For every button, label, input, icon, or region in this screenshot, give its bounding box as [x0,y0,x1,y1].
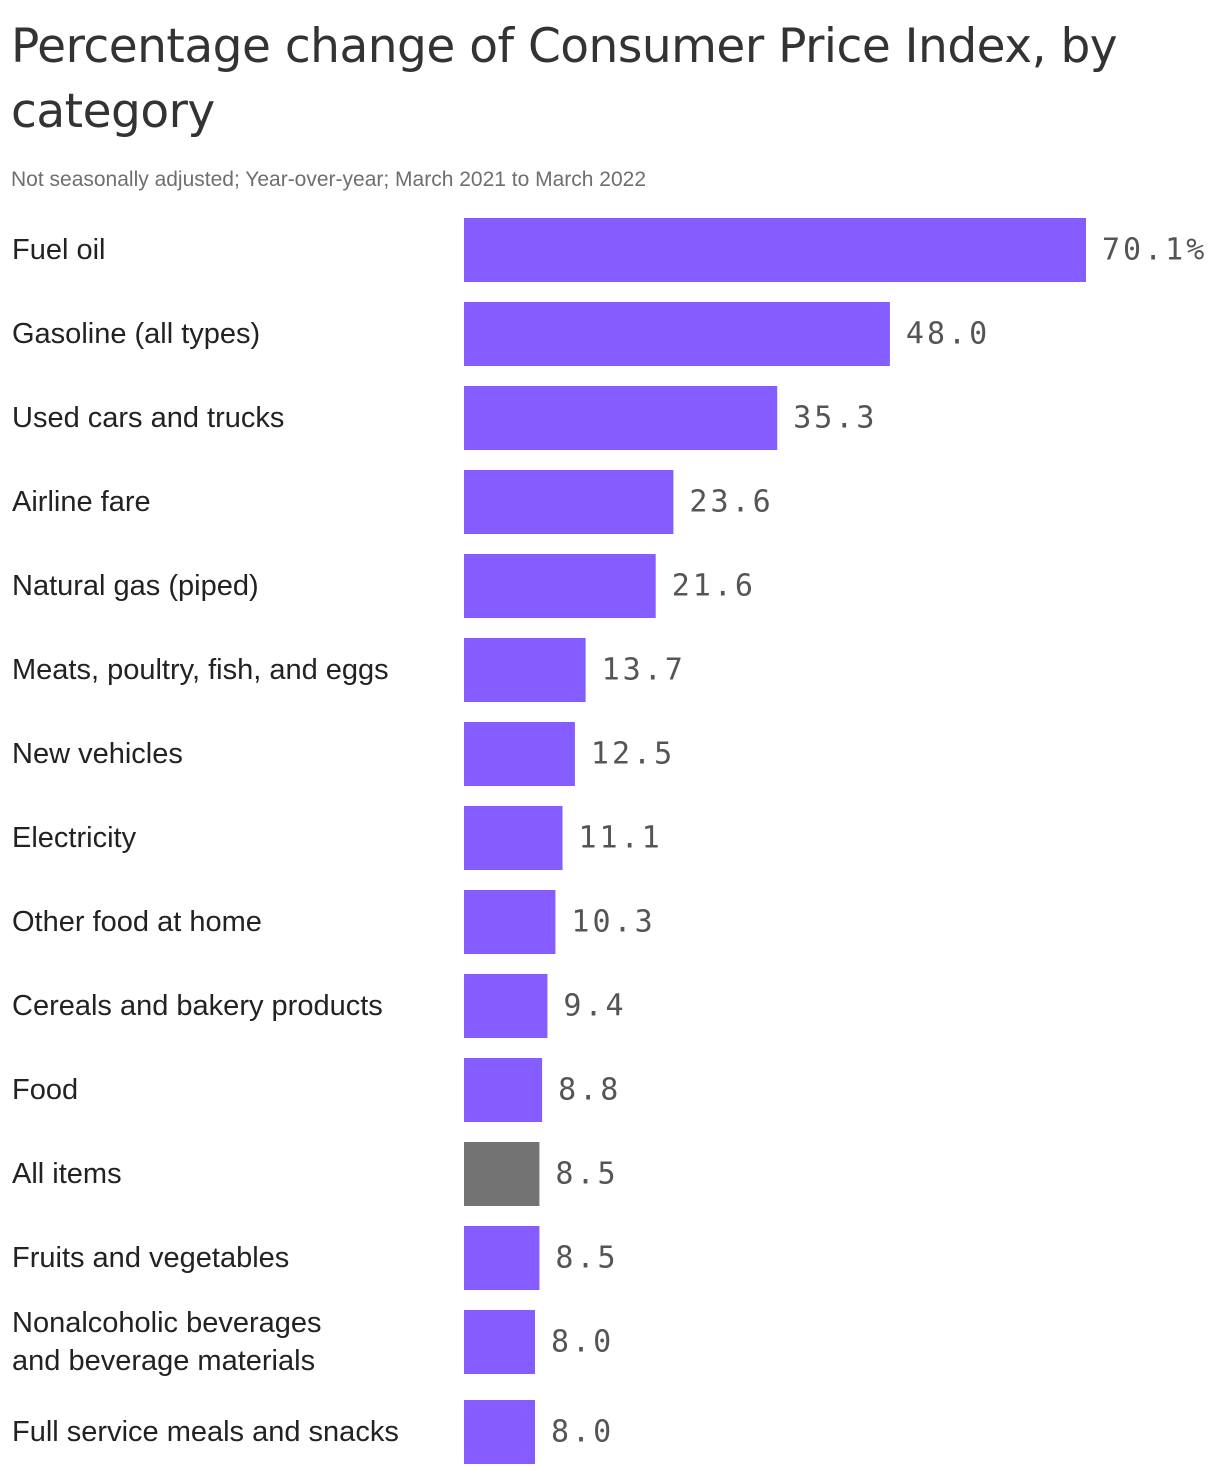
category-label: Full service meals and snacks [12,1416,399,1448]
value-label: 70.1% [1102,233,1207,268]
value-label: 9.4 [563,989,626,1024]
bar [464,1058,543,1122]
category-label: Other food at home [12,906,262,938]
value-label: 12.5 [591,737,675,772]
category-label: Gasoline (all types) [12,318,260,350]
value-label: 21.6 [672,569,756,604]
category-label-line: Fruits and vegetables [12,1242,289,1274]
value-label: 8.0 [551,1415,614,1450]
value-label: 23.6 [689,485,773,520]
category-label-line: Other food at home [12,906,262,938]
category-label-line: All items [12,1158,122,1190]
category-label-line: Natural gas (piped) [12,570,259,602]
category-label: Used cars and trucks [12,402,284,434]
value-label: 8.5 [555,1157,618,1192]
category-label-line: and beverage materials [12,1345,315,1377]
value-label: 48.0 [906,317,990,352]
value-label: 10.3 [571,905,655,940]
category-label: Electricity [12,822,137,854]
bar [464,806,563,870]
category-label: Food [12,1074,78,1106]
category-label: Natural gas (piped) [12,570,259,602]
category-label-line: Nonalcoholic beverages [12,1307,322,1339]
chart-title: Percentage change of Consumer Price Inde… [11,19,1118,139]
category-label: Airline fare [12,486,151,518]
bar [464,386,778,450]
category-label-line: Airline fare [12,486,151,518]
bar [464,1226,540,1290]
category-label-line: Gasoline (all types) [12,318,260,350]
category-label: New vehicles [12,738,183,770]
value-label: 8.0 [551,1325,614,1360]
bar [464,722,575,786]
category-label-line: Fuel oil [12,234,106,266]
category-label-line: Food [12,1074,78,1106]
category-label-line: Electricity [12,822,137,854]
value-label: 8.8 [558,1073,621,1108]
bar [464,554,656,618]
bar [464,302,890,366]
bar [464,470,674,534]
chart-subtitle: Not seasonally adjusted; Year-over-year;… [11,168,647,191]
value-label: 8.5 [555,1241,618,1276]
category-label-line: Meats, poultry, fish, and eggs [12,654,389,686]
bar [464,974,548,1038]
category-label-line: Used cars and trucks [12,402,284,434]
bar [464,890,556,954]
category-label: Nonalcoholic beverages and beverage mater… [12,1307,322,1377]
category-label: Fuel oil [12,234,106,266]
category-label: Fruits and vegetables [12,1242,289,1274]
category-label: Meats, poultry, fish, and eggs [12,654,389,686]
bar [464,638,586,702]
bar [464,218,1086,282]
value-label: 13.7 [602,653,686,688]
bar [464,1310,535,1374]
category-label-line: Cereals and bakery products [12,990,383,1022]
bar [464,1142,540,1206]
value-label: 11.1 [579,821,663,856]
category-label: All items [12,1158,122,1190]
category-label: Cereals and bakery products [12,990,383,1022]
category-label-line: Full service meals and snacks [12,1416,399,1448]
value-label: 35.3 [793,401,877,436]
bar [464,1400,535,1464]
category-label-line: New vehicles [12,738,183,770]
